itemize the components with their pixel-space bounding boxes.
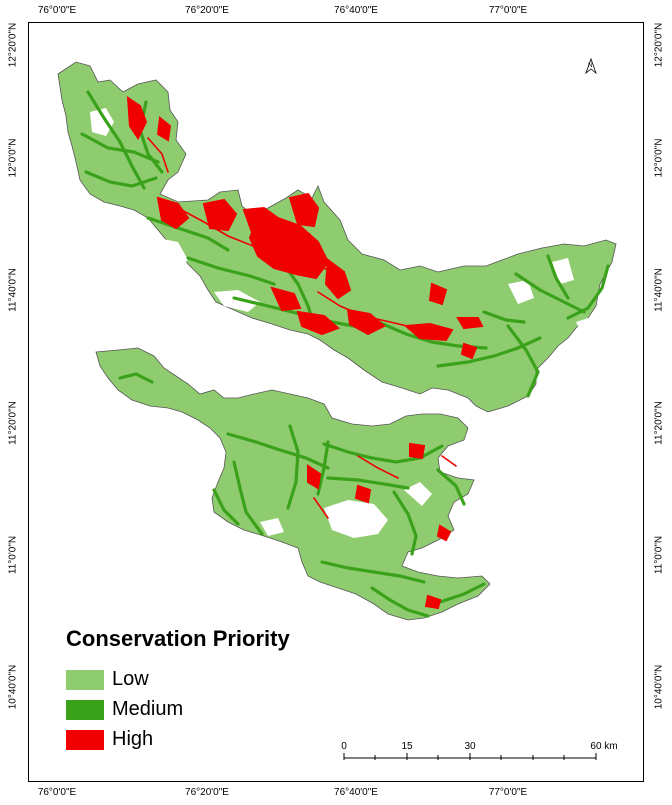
latitude-label-left: 11°40'0"N bbox=[7, 268, 19, 312]
latitude-label-left: 12°20'0"N bbox=[7, 22, 19, 68]
longitude-label-top: 76°40'0"E bbox=[334, 5, 378, 16]
north-label: N bbox=[588, 63, 593, 69]
unclassified-gaps bbox=[90, 108, 600, 538]
legend-swatch-medium bbox=[66, 700, 104, 720]
scale-label: 60 km bbox=[590, 741, 618, 752]
legend-swatch-low bbox=[66, 670, 104, 690]
region-low-south bbox=[95, 347, 491, 621]
latitude-label-left: 12°0'0"N bbox=[7, 138, 19, 178]
scale-label: 15 bbox=[401, 741, 413, 752]
latitude-label-left: 11°0'0"N bbox=[7, 535, 19, 575]
longitude-label-bottom: 76°40'0"E bbox=[334, 787, 378, 798]
longitude-label-top: 76°0'0"E bbox=[37, 5, 77, 16]
scale-label: 30 bbox=[464, 741, 476, 752]
latitude-label-right: 11°40'0"N bbox=[653, 268, 665, 312]
region-high bbox=[126, 96, 484, 610]
region-high-lines bbox=[147, 137, 457, 519]
legend-label-medium: Medium bbox=[112, 698, 184, 720]
latitude-label-right: 11°0'0"N bbox=[653, 535, 665, 575]
longitude-label-bottom: 76°0'0"E bbox=[37, 787, 77, 798]
latitude-label-left: 10°40'0"N bbox=[7, 664, 19, 710]
latitude-label-right: 12°20'0"N bbox=[653, 22, 665, 68]
latitude-label-right: 10°40'0"N bbox=[653, 664, 665, 710]
longitude-label-bottom: 77°0'0"E bbox=[488, 787, 528, 798]
latitude-label-right: 11°20'0"N bbox=[653, 401, 665, 445]
north-arrow-icon: N bbox=[584, 57, 598, 75]
latitude-label-left: 11°20'0"N bbox=[7, 401, 19, 445]
map-canvas bbox=[57, 61, 617, 760]
latitude-label-right: 12°0'0"N bbox=[653, 138, 665, 178]
legend-label-low: Low bbox=[112, 668, 149, 690]
scale-bar bbox=[343, 753, 597, 760]
longitude-label-bottom: 76°20'0"E bbox=[185, 787, 229, 798]
legend-label-high: High bbox=[112, 728, 154, 750]
longitude-label-top: 76°20'0"E bbox=[185, 5, 229, 16]
scale-label: 0 bbox=[341, 741, 347, 752]
legend-swatch-high bbox=[66, 730, 104, 750]
legend-title: Conservation Priority bbox=[66, 626, 290, 651]
longitude-label-top: 77°0'0"E bbox=[488, 5, 528, 16]
